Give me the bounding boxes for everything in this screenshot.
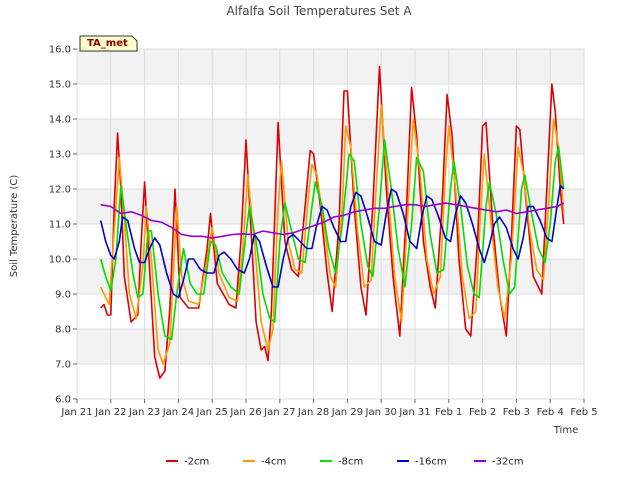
x-tick-label: Jan 23 (128, 407, 160, 418)
y-tick-label: 9.0 (55, 290, 71, 301)
x-tick-label: Feb 3 (503, 407, 530, 418)
legend-label: -8cm (338, 457, 363, 468)
y-tick-label: 13.0 (49, 150, 71, 161)
x-tick-label: Jan 27 (263, 407, 295, 418)
badge-box (79, 35, 138, 52)
series-line-4cmcm (99, 104, 565, 365)
x-tick-label: Jan 25 (196, 407, 228, 418)
x-tick-label: Jan 29 (331, 407, 363, 418)
x-tick-label: Jan 26 (229, 407, 261, 418)
x-tick-label: Jan 24 (162, 407, 194, 418)
series-lines (99, 65, 565, 379)
badge-label: TA_met (87, 38, 128, 49)
x-tick-label: Jan 22 (94, 407, 126, 418)
series-line-2cmcm (100, 65, 565, 379)
y-tick-label: 10.0 (49, 255, 71, 266)
legend: -2cm -4cm -8cm -16cm -32cm (166, 457, 524, 468)
x-tick-label: Jan 28 (297, 407, 329, 418)
y-tick-label: 11.0 (49, 220, 71, 231)
series-line-32cmcm (100, 202, 565, 239)
y-tick-label: 12.0 (49, 185, 71, 196)
y-tick-label: 7.0 (55, 360, 71, 371)
legend-label: -16cm (415, 457, 447, 468)
x-tick-label: Feb 2 (469, 407, 496, 418)
grid-band (77, 119, 584, 154)
y-axis-label: Soil Temperature (C) (9, 175, 20, 278)
x-tick-label: Feb 5 (570, 407, 597, 418)
legend-label: -2cm (184, 457, 209, 468)
y-tick-label: 6.0 (55, 395, 71, 406)
y-tick-label: 8.0 (55, 325, 71, 336)
chart-title: Alfalfa Soil Temperatures Set A (226, 4, 412, 18)
x-axis-label: Time (553, 425, 578, 436)
y-axis-ticks: 6.0 7.0 8.0 9.0 10.0 11.0 12.0 13.0 14.0 15.0 16.0 (49, 45, 77, 406)
y-tick-label: 15.0 (49, 80, 71, 91)
x-tick-label: Feb 4 (537, 407, 564, 418)
x-tick-label: Feb 1 (435, 407, 462, 418)
x-tick-label: Jan 21 (60, 407, 92, 418)
x-tick-label: Jan 30 (365, 407, 397, 418)
x-tick-label: Jan 31 (398, 407, 430, 418)
legend-label: -32cm (492, 457, 524, 468)
legend-label: -4cm (261, 457, 286, 468)
x-axis-ticks: Jan 21 Jan 22 Jan 23 Jan 24 Jan 25 Jan 26 Jan … (60, 399, 598, 418)
y-tick-label: 14.0 (49, 115, 71, 126)
y-tick-label: 16.0 (49, 45, 71, 56)
grid-band (77, 49, 584, 84)
series-line-8cmcm (99, 139, 565, 341)
ta-met-badge: TA_met (79, 35, 138, 52)
